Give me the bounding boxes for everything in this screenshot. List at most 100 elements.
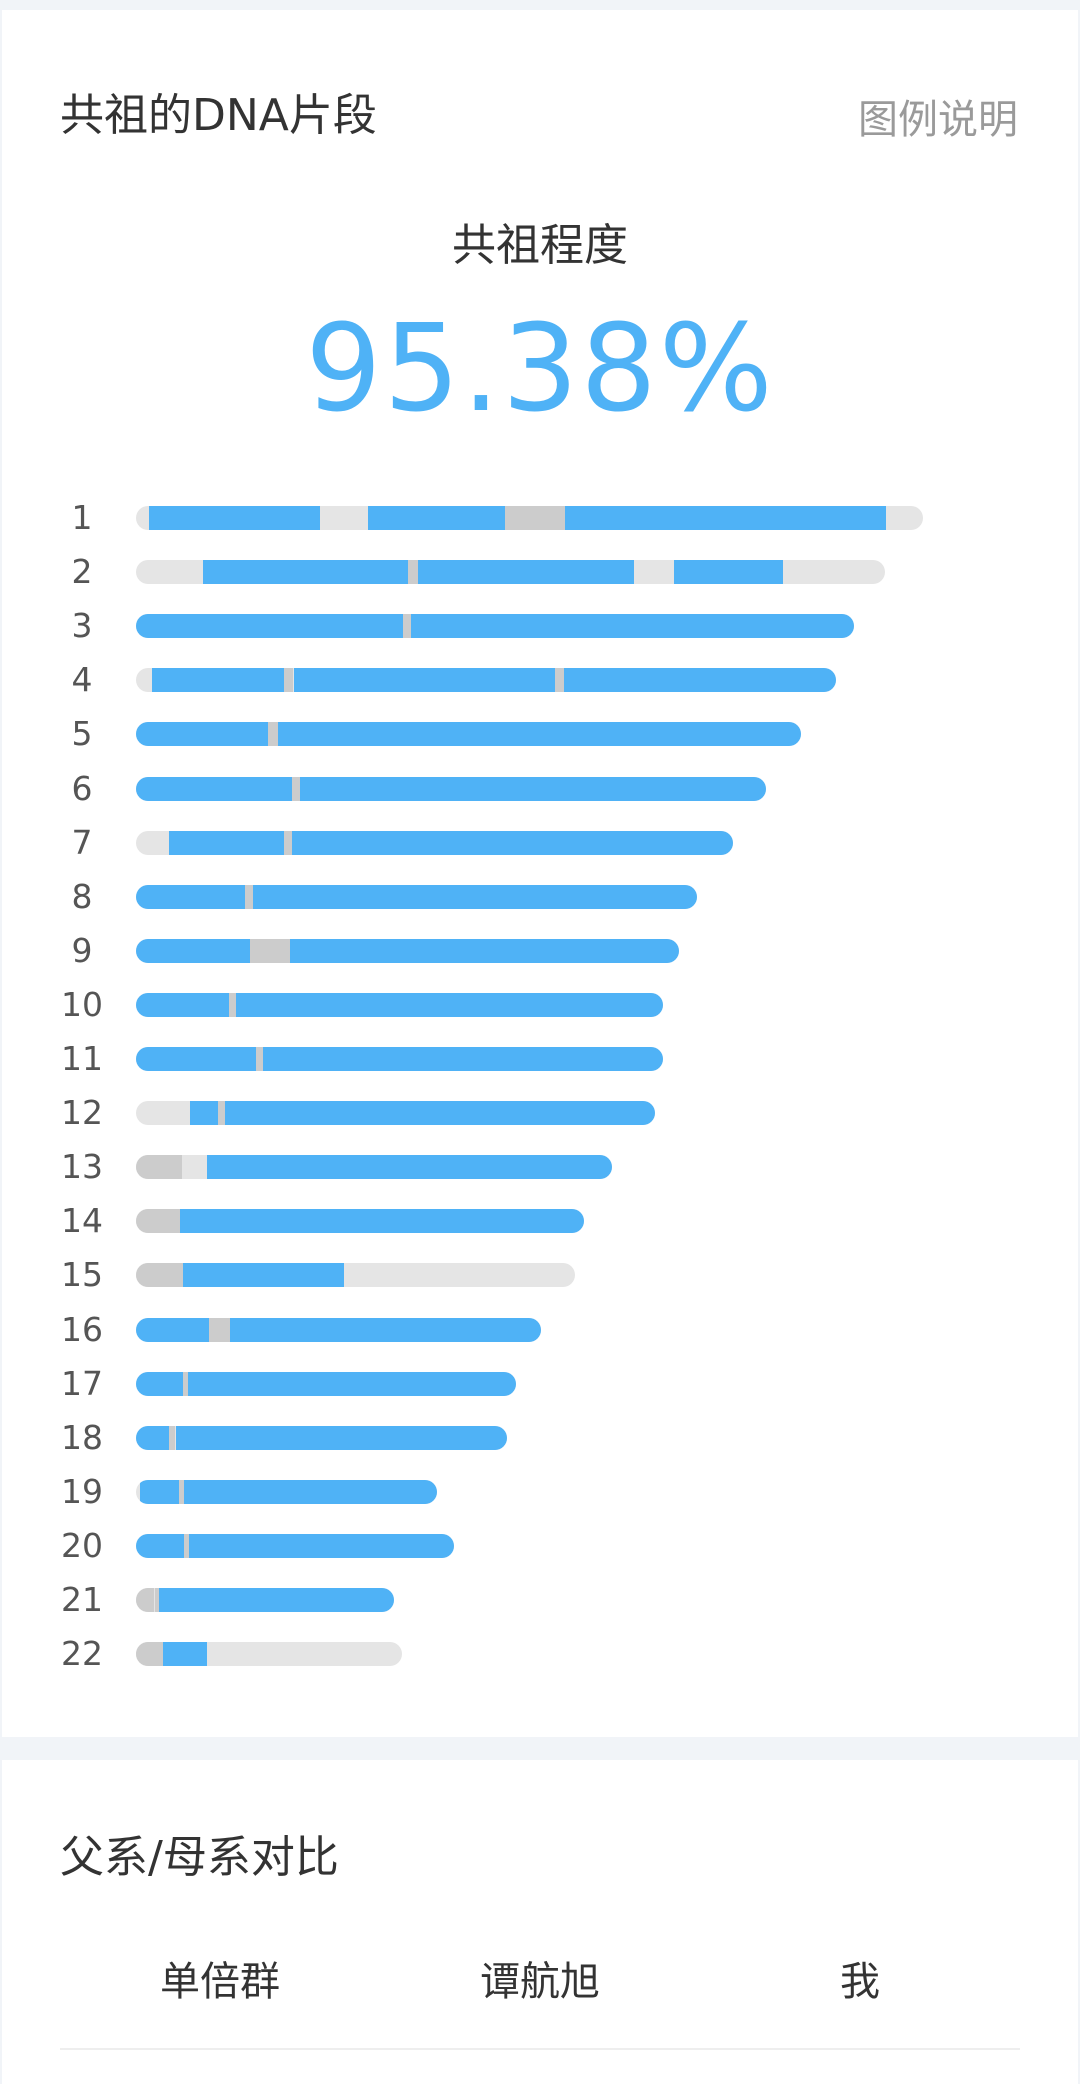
chromosome-number: 16 [61,1309,103,1349]
chromosome-row-13: 13 [0,1140,1080,1194]
chromosome-row-14: 14 [0,1194,1080,1248]
shared-segment [176,1425,507,1450]
chromosome-row-6: 6 [0,762,1080,816]
chromosome-number: 18 [61,1417,103,1457]
chromosome-number: 14 [61,1201,103,1241]
shared-segment [225,1101,655,1126]
gap-segment [284,668,293,693]
shared-segment [149,506,320,530]
chromosome-number: 11 [61,1039,103,1078]
shared-segment [290,938,679,963]
shared-segment [136,884,245,909]
chromosome-bar[interactable] [136,1209,584,1234]
shared-ancestry-label: 共祖程度 [452,220,628,271]
shared-segment [163,1642,207,1667]
chromosome-number: 1 [71,498,93,537]
gap-segment [268,722,279,747]
shared-segment [136,722,268,747]
chromosome-bar[interactable] [136,506,923,530]
chromosome-number: 7 [71,822,93,862]
chromosome-row-11: 11 [0,1032,1080,1086]
chromosome-number: 8 [71,876,93,916]
chromosome-row-12: 12 [0,1086,1080,1140]
haplogroup-column-header: 单倍群 [160,1959,280,2005]
gap-segment [555,668,564,693]
shared-segment [136,938,250,963]
shared-segment [368,506,505,530]
self-column-header: 我 [840,1959,880,2005]
chromosome-number: 21 [61,1580,103,1619]
chromosome-bar[interactable] [136,1533,454,1558]
shared-segment [183,1263,344,1288]
shared-segment [263,1047,663,1071]
chromosome-bar[interactable] [136,560,885,585]
chromosome-bar[interactable] [136,1642,402,1667]
shared-ancestry-percentage: 95.38% [305,300,775,439]
shared-segment [136,992,229,1017]
gap-segment [136,1263,183,1288]
shared-segment [189,1533,454,1558]
gap-segment [229,992,236,1017]
legend-explanation-link[interactable]: 图例说明 [858,97,1018,143]
chromosome-bar[interactable] [136,830,733,855]
shared-segment [136,1047,256,1071]
dna-section-title: 共祖的DNA片段 [60,90,377,141]
gap-segment [250,938,290,963]
chromosome-number: 5 [71,714,93,754]
chromosome-row-8: 8 [0,870,1080,924]
shared-segment [294,668,556,693]
gap-segment [292,776,300,801]
chromosome-bar[interactable] [136,668,836,693]
chromosome-bar[interactable] [136,722,801,747]
chromosome-bar[interactable] [136,1588,394,1612]
chromosome-bar[interactable] [136,1317,541,1342]
chromosome-number: 22 [61,1634,103,1674]
chromosome-bar[interactable] [136,1371,516,1396]
shared-segment [236,992,663,1017]
gap-segment [169,1425,175,1450]
chromosome-row-2: 2 [0,545,1080,599]
shared-segment [230,1317,541,1342]
shared-segment [674,560,783,585]
shared-segment [278,722,801,747]
shared-segment [136,1371,183,1396]
chromosome-bar[interactable] [136,1155,612,1180]
chromosome-bar[interactable] [136,614,854,639]
chromosome-row-16: 16 [0,1303,1080,1357]
chromosome-bar[interactable] [136,1263,575,1288]
chromosome-row-9: 9 [0,924,1080,978]
shared-segment [300,776,766,801]
shared-segment [565,506,886,530]
shared-segment [136,776,292,801]
chromosome-bar[interactable] [136,776,766,801]
chromosome-number: 19 [61,1471,103,1511]
chromosome-number: 4 [71,660,93,700]
shared-segment [169,830,284,855]
chromosome-number: 9 [71,930,93,970]
chromosome-bar[interactable] [136,884,697,909]
gap-segment [136,1155,182,1180]
gap-segment [179,1479,184,1504]
chromosome-bar[interactable] [136,938,679,963]
chromosome-bar[interactable] [136,1047,663,1071]
chromosome-number: 10 [61,984,103,1024]
chromosome-bar[interactable] [136,1425,507,1450]
gap-segment [408,560,418,585]
gap-segment [218,1101,225,1126]
chromosome-number: 12 [61,1093,103,1133]
gap-segment [136,1209,180,1234]
shared-segment [292,830,733,855]
shared-segment [136,1533,184,1558]
lineage-compare-title: 父系/母系对比 [60,1832,339,1883]
chromosome-row-17: 17 [0,1357,1080,1411]
chromosome-row-3: 3 [0,599,1080,653]
chromosome-bar[interactable] [136,1479,437,1504]
shared-segment [564,668,836,693]
chromosome-number: 13 [61,1147,103,1187]
shared-segment [159,1588,394,1612]
chromosome-bar[interactable] [136,1101,655,1126]
shared-segment [190,1101,218,1126]
compare-header-divider [60,2048,1020,2050]
chromosome-bar[interactable] [136,992,663,1017]
gap-segment [284,830,292,855]
